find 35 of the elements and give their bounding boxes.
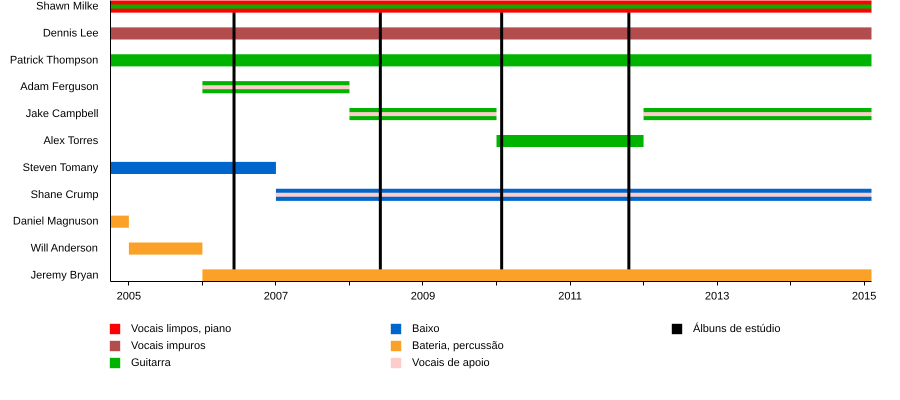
y-tick-label: Will Anderson [30, 242, 98, 255]
bar [110, 54, 872, 66]
bar [110, 27, 872, 40]
y-tick-label: Steven Tomany [22, 162, 99, 174]
y-tick-label: Alex Torres [43, 135, 99, 147]
x-tick-label: 2015 [852, 290, 876, 302]
legend-label: Álbuns de estúdio [693, 322, 782, 335]
bar [128, 242, 202, 255]
bar [496, 134, 644, 148]
x-tick-label: 2007 [264, 290, 288, 302]
y-tick-label: Dennis Lee [42, 27, 99, 40]
bar [110, 162, 276, 174]
bar [202, 269, 872, 282]
bar [202, 85, 350, 90]
x-tick-label: 2005 [116, 290, 142, 302]
bar [276, 192, 872, 197]
bar [644, 112, 872, 116]
y-tick-label: Jake Campbell [26, 108, 99, 120]
y-tick-label: Shane Crump [30, 188, 99, 201]
legend-label: Vocais de apoio [412, 356, 491, 369]
x-tick-label: 2011 [558, 290, 582, 302]
y-tick-label: Patrick Thompson [10, 54, 98, 66]
x-tick-label: 2013 [704, 290, 730, 302]
y-tick-label: Jeremy Bryan [30, 269, 99, 282]
y-tick-label: Adam Ferguson [20, 81, 99, 94]
y-tick-label: Daniel Magnuson [12, 216, 99, 228]
legend-label: Bateria, percussão [412, 339, 505, 352]
legend-label: Vocais limpos, piano [131, 322, 232, 335]
legend-label: Guitarra [131, 356, 172, 369]
y-tick-label: Shawn Milke [36, 0, 98, 13]
x-tick-label: 2009 [410, 290, 436, 302]
legend-label: Vocais impuros [131, 339, 207, 352]
bar [349, 112, 497, 116]
legend-label: Baixo [412, 322, 441, 335]
bar [110, 216, 129, 228]
